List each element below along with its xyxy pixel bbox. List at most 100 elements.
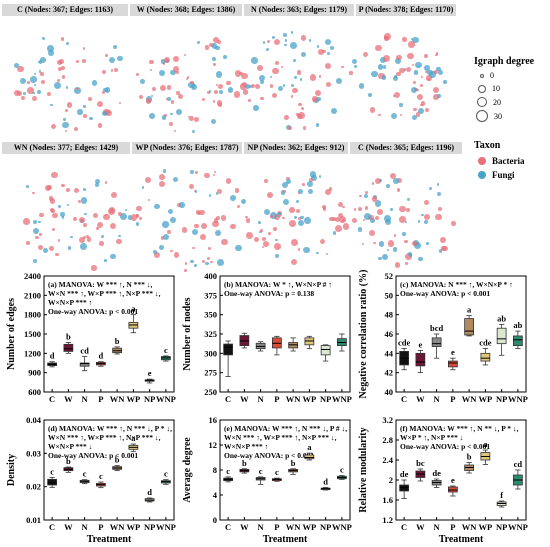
network-node [38, 220, 41, 224]
network-node [239, 83, 247, 91]
network-node [390, 112, 397, 119]
network-node [57, 239, 61, 242]
y-tick-label: 900 [28, 368, 41, 378]
network-node [260, 96, 264, 100]
network-node [302, 125, 307, 130]
network-node [316, 45, 319, 48]
box-C [223, 340, 233, 377]
network-node [192, 246, 195, 250]
network-node [326, 82, 332, 87]
network-node [149, 59, 154, 65]
significance-letter: c [259, 466, 263, 476]
y-tick-label: 375 [204, 290, 217, 300]
box-WNP: c [337, 465, 347, 480]
network-node [407, 251, 413, 257]
network-node [408, 41, 415, 48]
network-node [154, 251, 161, 258]
box-N [255, 341, 266, 352]
box-NP: ab [496, 313, 507, 356]
network-node [65, 188, 70, 193]
network-node [396, 188, 401, 192]
network-node [304, 217, 311, 224]
network-node [160, 85, 167, 92]
significance-letter: c [50, 466, 54, 476]
network-node [262, 41, 266, 44]
network-node [324, 188, 331, 195]
network-node [64, 108, 69, 113]
box-WN: b [112, 336, 122, 355]
network-node [272, 35, 275, 39]
y-tick-label: 3.2 [382, 415, 393, 425]
significance-letter: ab [497, 313, 506, 323]
network-node [378, 113, 382, 117]
box-P: c [272, 467, 282, 482]
network-node [204, 172, 210, 178]
taxon-label: Bacteria [492, 156, 525, 166]
network-node [294, 76, 298, 80]
network-node [451, 221, 456, 226]
network-node [211, 43, 217, 49]
network-node [263, 209, 270, 216]
network-node [385, 219, 391, 225]
network-node [181, 227, 187, 233]
network-node [32, 220, 37, 224]
network-node [131, 214, 138, 221]
network-node [173, 129, 176, 132]
x-tick-label: P [98, 394, 103, 404]
x-tick-label: P [98, 522, 103, 532]
network-node [158, 180, 165, 187]
y-axis-label: Relative modularity [358, 427, 369, 512]
network-node [234, 70, 242, 77]
network-node [435, 214, 442, 221]
network-node [213, 218, 219, 223]
network-title-np: NP (Nodes: 362; Edges: 912) [244, 142, 348, 154]
network-node [278, 211, 282, 215]
box-P: e [448, 347, 458, 371]
degree-legend-20: 20 [477, 97, 501, 107]
network-node [161, 114, 167, 120]
network-node [392, 247, 398, 253]
network-node [212, 36, 219, 43]
box-WNP [337, 333, 347, 352]
panel-annotation: One-way ANOVA: p < 0.001 [48, 451, 138, 460]
network-node [290, 95, 294, 99]
network-node [286, 176, 290, 181]
network-node [118, 234, 121, 238]
network-node [405, 221, 408, 224]
y-tick-label: 12 [209, 440, 218, 450]
box-WP [304, 335, 315, 350]
network-node [96, 100, 104, 108]
box-body [448, 360, 458, 368]
network-node [409, 254, 413, 258]
network-node [293, 58, 296, 62]
network-node [424, 65, 430, 71]
network-node [297, 102, 302, 107]
y-tick-label: 50 [385, 290, 394, 300]
network-node [318, 75, 322, 78]
box-P: c [96, 471, 106, 489]
network-node [87, 96, 93, 101]
x-tick-label: N [82, 394, 89, 404]
network-node [152, 249, 158, 254]
box-W: e [415, 339, 426, 374]
network-node [283, 33, 288, 37]
network-node [38, 69, 42, 73]
network-node [312, 96, 318, 102]
y-tick-label: 8 [213, 465, 217, 475]
network-node [282, 190, 286, 193]
network-node [13, 90, 21, 97]
network-node [381, 75, 387, 80]
network-node [215, 45, 221, 51]
network-node [83, 105, 86, 108]
network-node [272, 227, 277, 232]
network-node [125, 209, 128, 212]
y-tick-label: 44 [385, 348, 394, 358]
network-node [104, 213, 107, 216]
network-node [84, 212, 87, 216]
x-tick-label: W [240, 522, 249, 532]
y-axis-label: Number of nodes [182, 297, 193, 370]
network-node [59, 212, 65, 218]
network-node [316, 251, 319, 255]
network-node [329, 45, 334, 50]
significance-letter: c [226, 466, 230, 476]
